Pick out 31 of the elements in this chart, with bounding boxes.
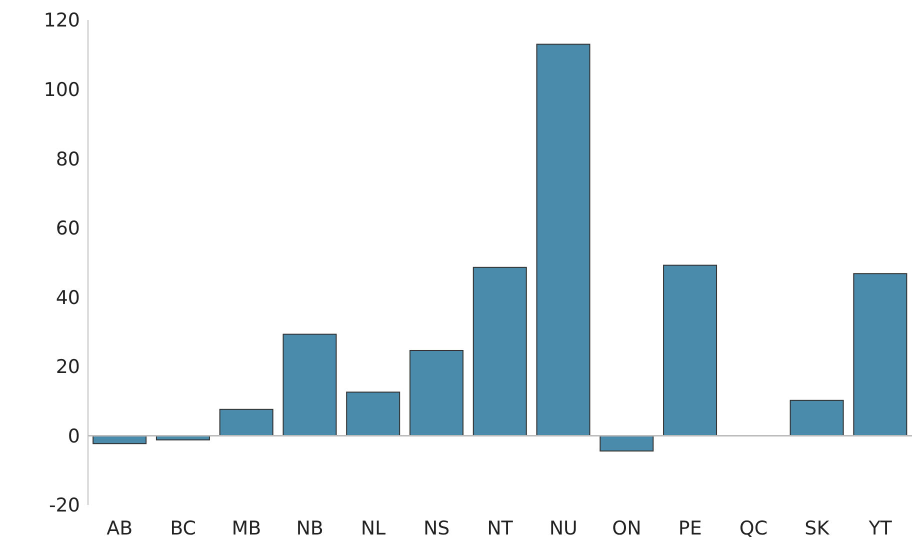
x-tick-label: NS — [423, 517, 450, 540]
x-tick-label: NL — [360, 517, 386, 540]
y-tick-label: 60 — [56, 218, 80, 240]
bar — [282, 334, 337, 436]
bar — [790, 400, 844, 436]
x-tick-label: NU — [549, 517, 578, 540]
bar — [409, 350, 464, 436]
x-tick-label: PE — [678, 517, 702, 540]
bar — [663, 264, 718, 436]
bar — [346, 392, 400, 436]
y-tick-label: 120 — [44, 10, 80, 32]
x-tick-label: ON — [612, 517, 642, 540]
y-tick-label: -20 — [48, 494, 80, 517]
bar — [536, 44, 590, 436]
y-tick-label: 0 — [68, 425, 80, 448]
y-tick-label: 20 — [56, 356, 80, 378]
x-tick-label: NT — [487, 517, 514, 540]
bar — [219, 408, 274, 436]
y-tick-label: 80 — [56, 148, 80, 170]
bar — [853, 273, 908, 436]
x-tick-label: BC — [170, 517, 196, 540]
x-tick-label: NB — [296, 517, 324, 540]
y-tick-label: 40 — [56, 286, 80, 309]
x-tick-label: AB — [106, 517, 133, 540]
bar — [472, 266, 527, 436]
x-tick-label: MB — [232, 517, 262, 540]
y-tick-label: 100 — [44, 79, 80, 102]
x-tick-label: YT — [868, 517, 892, 540]
x-tick-label: SK — [804, 517, 830, 540]
bar — [600, 435, 654, 452]
x-tick-label: QC — [739, 517, 768, 540]
